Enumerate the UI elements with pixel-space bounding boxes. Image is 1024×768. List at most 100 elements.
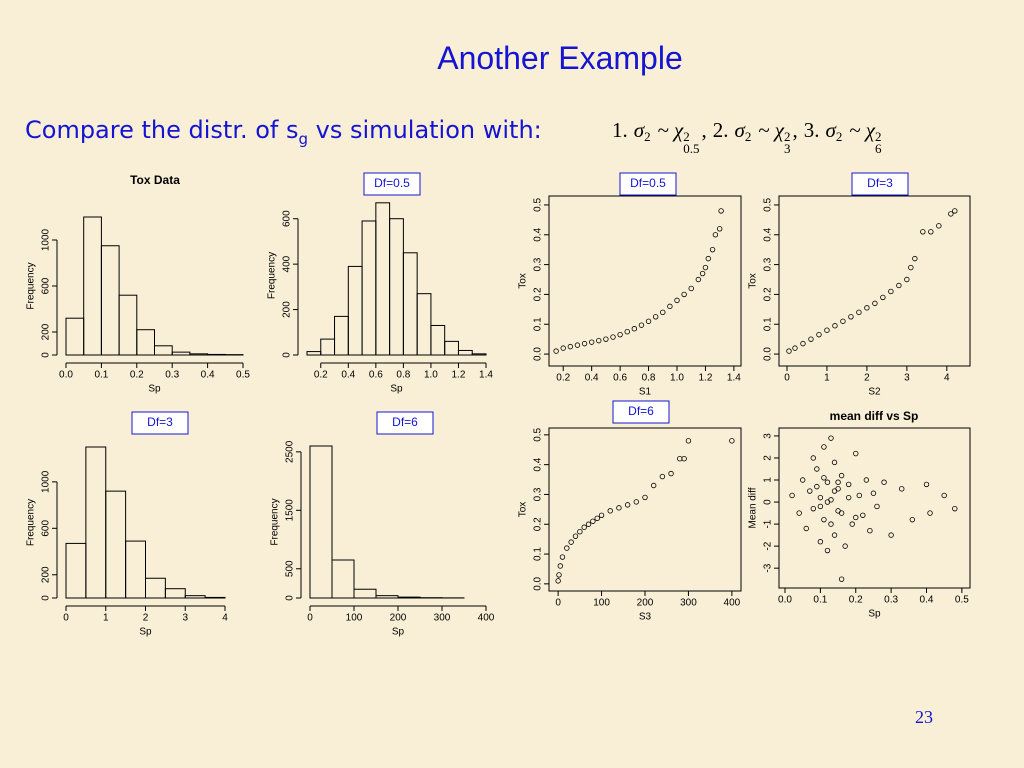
x-axis-label: S3 — [639, 612, 652, 623]
histogram-bar — [347, 265, 363, 356]
point — [849, 521, 855, 527]
point — [842, 543, 848, 549]
x-tick-label: 0.5 — [236, 370, 250, 381]
x-tick-label: 0.4 — [585, 373, 599, 384]
point — [912, 255, 918, 262]
x-tick-label: 0.6 — [369, 370, 383, 381]
point — [888, 532, 894, 538]
y-axis-label: Frequency — [270, 498, 281, 545]
x-tick-label: 0.3 — [165, 370, 179, 381]
point — [863, 477, 870, 483]
point — [581, 340, 588, 347]
df: 0.5 — [683, 141, 700, 156]
histogram-bar — [331, 559, 355, 599]
x-axis-label: S1 — [639, 387, 652, 398]
x-tick-label: 1 — [103, 613, 109, 624]
point — [923, 481, 930, 488]
y-tick-label: 0 — [763, 499, 774, 505]
x-tick-label: 1.0 — [424, 370, 438, 381]
point — [867, 527, 873, 534]
point — [556, 572, 562, 578]
point — [860, 512, 866, 518]
plot-frame — [548, 427, 742, 592]
y-tick-label: 3 — [763, 433, 774, 439]
point — [870, 490, 877, 496]
annotation: Df=6 — [392, 415, 418, 429]
point — [838, 576, 845, 582]
chart-title: mean diff vs Sp — [830, 409, 919, 423]
histogram-bar — [309, 445, 333, 599]
point — [856, 492, 862, 499]
histogram-bar — [125, 540, 146, 599]
point — [838, 472, 845, 479]
y-tick-label: 1000 — [41, 228, 52, 251]
histogram-bar — [145, 577, 166, 599]
y-tick-label: 600 — [41, 277, 52, 294]
x-tick-label: 1 — [824, 373, 830, 384]
superscript: 2 — [874, 129, 882, 144]
y-tick-label: 200 — [41, 323, 52, 340]
point — [616, 505, 622, 511]
y-tick-label: 0 — [282, 352, 293, 358]
x-tick-label: 0 — [307, 613, 313, 624]
point — [810, 505, 817, 512]
formula: 1. σ 2 ~ χ 2 0.5, 2. σ 2 ~ χ 2 3, 3. σ 2 ~ χ 2 6 — [612, 118, 883, 155]
x-tick-label: 0.4 — [920, 595, 934, 606]
point — [853, 450, 859, 457]
x-tick-label: 0.2 — [130, 370, 144, 381]
point — [559, 554, 566, 560]
point — [585, 521, 592, 527]
y-tick-label: 600 — [282, 210, 293, 227]
y-tick-label: 0.2 — [763, 287, 774, 301]
y-axis-label: Frequency — [26, 499, 37, 546]
point — [631, 326, 638, 332]
point — [596, 337, 602, 344]
y-axis-label: Tox — [518, 502, 529, 518]
point — [821, 475, 827, 481]
point — [712, 232, 719, 238]
point — [557, 563, 563, 569]
formula-label: 2. — [712, 118, 729, 142]
point — [603, 336, 609, 342]
y-tick-label: 0.2 — [533, 287, 544, 301]
point — [853, 514, 859, 521]
x-tick-label: 0.0 — [59, 370, 73, 381]
x-tick-label: 0.8 — [642, 373, 656, 384]
x-axis-label: Sp — [148, 384, 161, 395]
x-tick-label: 0.2 — [556, 373, 570, 384]
y-tick-label: 0 — [285, 595, 296, 601]
point — [807, 488, 813, 494]
histogram-bar — [65, 542, 87, 599]
y-tick-label: 500 — [285, 560, 296, 577]
y-tick-label: 0 — [41, 352, 52, 358]
x-tick-label: 0.1 — [94, 370, 108, 381]
point — [821, 516, 827, 523]
point — [699, 270, 706, 277]
annotation: Df=3 — [867, 176, 893, 190]
histogram-bar — [85, 446, 107, 599]
sigma: σ — [734, 118, 745, 142]
point — [633, 499, 640, 505]
point — [610, 334, 616, 340]
point — [792, 345, 798, 351]
point — [824, 479, 831, 485]
x-tick-label: 1.0 — [670, 373, 684, 384]
x-tick-label: 0.2 — [314, 370, 328, 381]
x-tick-label: 300 — [680, 598, 697, 609]
point — [645, 318, 652, 324]
point — [638, 322, 645, 328]
slide-title: Another Example — [437, 40, 683, 76]
tilde: ~ — [758, 118, 770, 142]
point — [831, 488, 838, 494]
y-tick-label: 0.2 — [533, 517, 544, 531]
point — [817, 494, 824, 501]
formula-label: 1. — [612, 118, 628, 142]
point — [598, 512, 605, 519]
point — [864, 305, 870, 311]
x-tick-label: 200 — [637, 598, 654, 609]
point — [709, 246, 716, 253]
separator: , — [792, 118, 798, 142]
power: 2 — [836, 130, 843, 155]
